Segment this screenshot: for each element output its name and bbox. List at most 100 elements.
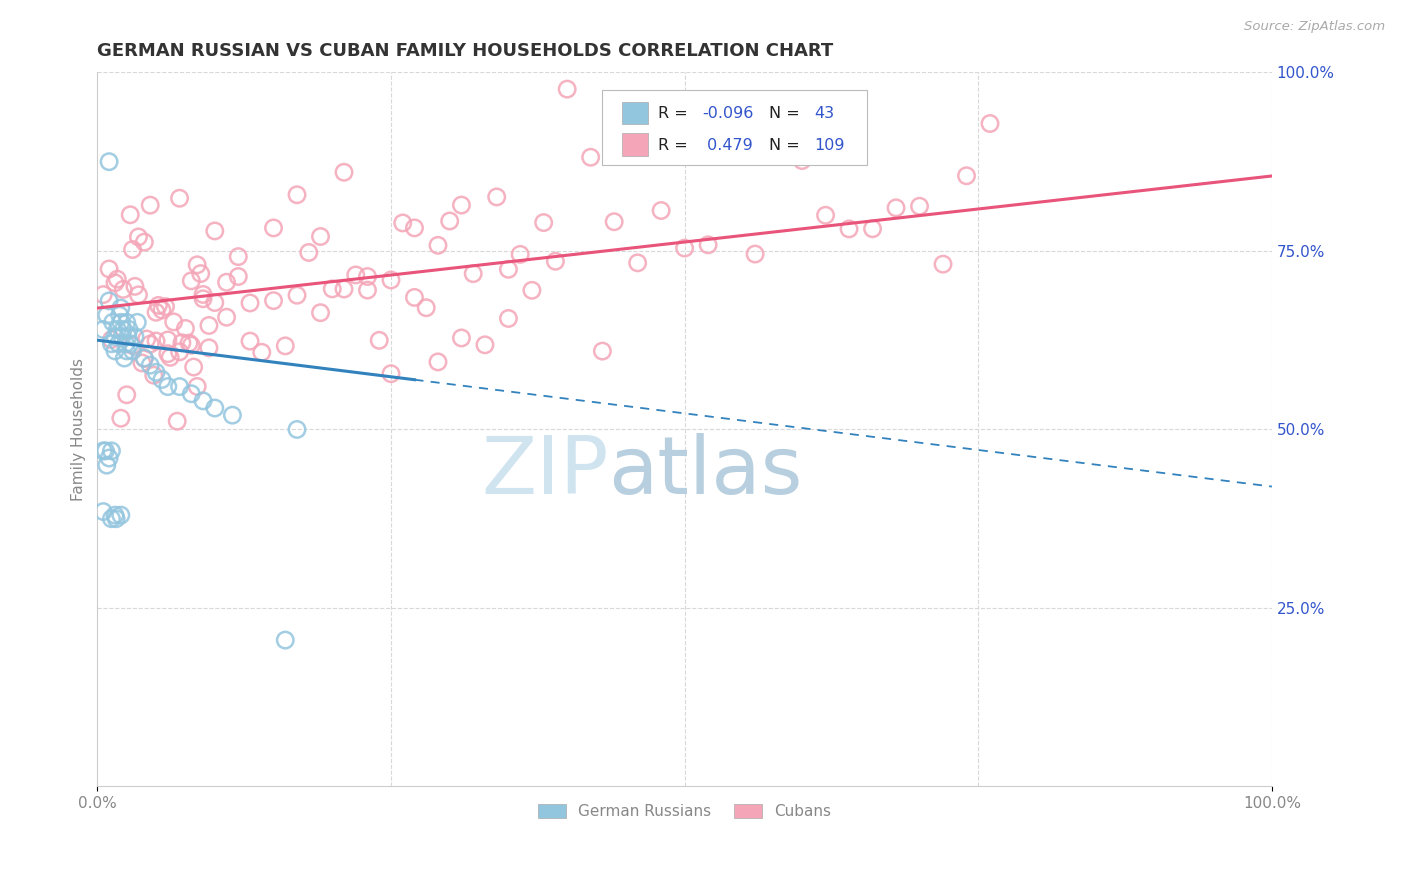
Point — [120, 336, 142, 351]
Point — [498, 262, 520, 277]
Point — [121, 343, 143, 358]
Point — [115, 388, 138, 402]
Point — [120, 208, 142, 222]
Text: GERMAN RUSSIAN VS CUBAN FAMILY HOUSEHOLDS CORRELATION CHART: GERMAN RUSSIAN VS CUBAN FAMILY HOUSEHOLD… — [97, 42, 834, 60]
Point — [862, 221, 884, 235]
Point — [380, 273, 402, 287]
FancyBboxPatch shape — [623, 102, 648, 124]
Point — [356, 269, 378, 284]
Point — [98, 154, 121, 169]
Point — [579, 150, 602, 164]
Point — [112, 351, 135, 365]
Point — [908, 199, 931, 213]
Point — [221, 408, 243, 422]
Point — [100, 336, 122, 351]
Point — [117, 329, 139, 343]
Point — [105, 512, 128, 526]
Point — [333, 165, 356, 179]
Point — [98, 293, 121, 308]
Point — [509, 247, 531, 261]
Point — [463, 267, 485, 281]
Point — [790, 153, 813, 168]
Point — [415, 301, 437, 315]
Point — [91, 505, 114, 519]
Point — [127, 288, 149, 302]
Point — [127, 315, 149, 329]
Point — [439, 214, 461, 228]
Point — [191, 393, 214, 408]
Point — [250, 345, 273, 359]
Point — [100, 333, 122, 347]
Point — [180, 386, 202, 401]
Point — [112, 322, 135, 336]
Point — [104, 508, 127, 523]
Point — [155, 300, 177, 314]
Point — [177, 336, 200, 351]
Text: R =: R = — [658, 138, 693, 153]
Point — [96, 308, 118, 322]
Point — [163, 315, 186, 329]
Text: Source: ZipAtlas.com: Source: ZipAtlas.com — [1244, 20, 1385, 33]
Point — [485, 190, 508, 204]
Point — [111, 329, 134, 343]
Point — [884, 201, 907, 215]
Point — [100, 512, 122, 526]
Point — [98, 450, 121, 465]
Point — [627, 256, 650, 270]
Point — [105, 322, 128, 336]
Point — [115, 315, 138, 329]
Point — [204, 295, 226, 310]
Point — [191, 287, 214, 301]
Point — [239, 296, 262, 310]
Point — [139, 337, 162, 351]
Point — [104, 276, 127, 290]
Point — [134, 351, 156, 366]
Point — [427, 238, 450, 252]
Point — [91, 322, 114, 336]
Point — [131, 356, 153, 370]
Point — [344, 268, 367, 282]
Point — [110, 301, 132, 315]
Text: N =: N = — [769, 138, 806, 153]
Point — [124, 329, 146, 343]
Point — [198, 341, 221, 355]
Point — [134, 351, 156, 365]
Point — [274, 339, 297, 353]
Point — [180, 274, 202, 288]
Point — [285, 422, 308, 436]
Text: 109: 109 — [814, 138, 845, 153]
FancyBboxPatch shape — [623, 134, 648, 156]
Point — [159, 351, 181, 365]
Point — [198, 318, 221, 333]
FancyBboxPatch shape — [602, 90, 866, 165]
Point — [139, 358, 162, 372]
Point — [814, 208, 837, 222]
Point — [368, 334, 391, 348]
Point — [274, 633, 297, 648]
Point — [544, 254, 567, 268]
Point — [112, 282, 135, 296]
Point — [105, 272, 128, 286]
Point — [170, 335, 193, 350]
Point — [169, 344, 191, 359]
Point — [979, 116, 1001, 130]
Point — [744, 247, 766, 261]
Text: R =: R = — [658, 106, 693, 121]
Point — [498, 311, 520, 326]
Point — [150, 372, 173, 386]
Point — [450, 198, 472, 212]
Point — [697, 237, 720, 252]
Point — [533, 216, 555, 230]
Point — [96, 458, 118, 472]
Point — [91, 443, 114, 458]
Point — [121, 338, 143, 352]
Point — [134, 235, 156, 249]
Point — [603, 215, 626, 229]
Point — [591, 344, 613, 359]
Point — [156, 379, 179, 393]
Point — [127, 230, 149, 244]
Point — [150, 302, 173, 317]
Point — [650, 203, 672, 218]
Point — [186, 379, 208, 393]
Point — [309, 306, 332, 320]
